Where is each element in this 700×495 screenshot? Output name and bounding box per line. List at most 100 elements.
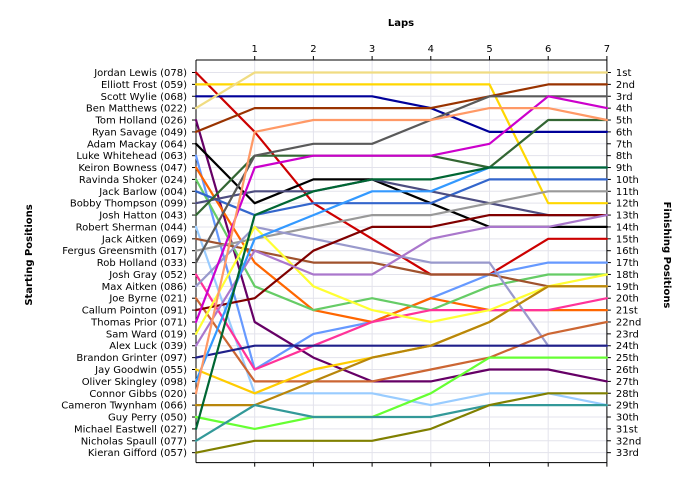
starting-label: Jack Barlow (004)	[98, 187, 187, 198]
finishing-label: 16th	[616, 246, 639, 257]
starting-label: Joe Byrne (021)	[108, 294, 187, 305]
finishing-label: 27th	[616, 377, 639, 388]
starting-label: Brandon Grinter (097)	[76, 353, 187, 364]
finishing-label: 13th	[616, 211, 639, 222]
finishing-label: 30th	[616, 413, 639, 424]
starting-label: Ben Matthews (022)	[86, 104, 187, 115]
starting-label: Robert Sherman (044)	[76, 222, 187, 233]
x-tick-label: 4	[428, 44, 434, 55]
starting-label: Connor Gibbs (020)	[89, 389, 187, 400]
finishing-label: 20th	[616, 294, 639, 305]
finishing-label: 21st	[616, 306, 638, 317]
finishing-label: 19th	[616, 282, 639, 293]
starting-label: Scott Wylie (068)	[101, 92, 187, 103]
starting-position-labels: Jordan Lewis (078)Elliott Frost (059)Sco…	[61, 68, 187, 459]
starting-label: Tom Holland (026)	[94, 116, 187, 127]
finishing-label: 32nd	[616, 436, 641, 447]
series-line-5	[194, 118, 609, 383]
finishing-label: 28th	[616, 389, 639, 400]
finishing-label: 25th	[616, 353, 639, 364]
finishing-label: 14th	[616, 222, 639, 233]
starting-label: Max Aitken (086)	[102, 282, 187, 293]
starting-label: Guy Perry (050)	[108, 413, 187, 424]
finishing-label: 29th	[616, 401, 639, 412]
x-tick-label: 7	[604, 44, 610, 55]
finishing-label: 33rd	[616, 448, 639, 459]
starting-label: Elliott Frost (059)	[101, 80, 187, 91]
starting-label: Oliver Skingley (098)	[82, 377, 187, 388]
x-tick-labels: 1 2 3 4 5 6 7	[252, 44, 611, 55]
series-line-33	[194, 392, 609, 454]
finishing-label: 15th	[616, 234, 639, 245]
starting-label: Fergus Greensmith (017)	[62, 246, 187, 257]
x-tick-label: 1	[252, 44, 258, 55]
series-line-29	[194, 285, 609, 407]
series-line-32	[194, 404, 609, 442]
finishing-label: 8th	[616, 151, 633, 162]
starting-label: Kieran Gifford (057)	[88, 448, 187, 459]
finishing-label: 10th	[616, 175, 639, 186]
starting-label: Jack Aitken (069)	[101, 234, 187, 245]
series-line-22	[194, 95, 609, 324]
starting-label: Adam Mackay (064)	[87, 139, 187, 150]
finishing-label: 1st	[616, 68, 632, 79]
starting-label: Bobby Thompson (099)	[70, 199, 187, 210]
starting-label: Josh Gray (052)	[108, 270, 187, 281]
finishing-label: 7th	[616, 139, 633, 150]
starting-label: Keiron Bowness (047)	[78, 163, 187, 174]
starting-label: Thomas Prior (071)	[90, 317, 187, 328]
finishing-label: 26th	[616, 365, 639, 376]
starting-label: Jordan Lewis (078)	[93, 68, 187, 79]
series-line-23	[194, 225, 609, 335]
starting-label: Cameron Twynham (066)	[61, 401, 187, 412]
x-tick-label: 6	[545, 44, 551, 55]
finishing-label: 11th	[616, 187, 639, 198]
finishing-label: 2nd	[616, 80, 635, 91]
starting-label: Ryan Savage (049)	[92, 127, 187, 138]
finishing-label: 24th	[616, 341, 639, 352]
series-line-12	[194, 178, 609, 217]
x-tick-label: 5	[486, 44, 492, 55]
starting-label: Sam Ward (019)	[106, 329, 187, 340]
series-line-31	[194, 166, 609, 430]
series-line-28	[194, 106, 609, 395]
series-line-17	[194, 95, 609, 264]
finishing-label: 9th	[616, 163, 633, 174]
series-line-4	[194, 71, 609, 110]
x-tick-label: 3	[369, 44, 375, 55]
series-line-14	[194, 225, 609, 407]
series-group	[194, 71, 609, 454]
series-line-3	[194, 95, 609, 133]
series-line-2	[194, 83, 609, 205]
finishing-label: 22nd	[616, 317, 641, 328]
x-tick-label: 2	[310, 44, 316, 55]
series-line-25	[194, 344, 609, 359]
series-line-24	[194, 214, 609, 347]
starting-label: Callum Pointon (091)	[82, 306, 187, 317]
left-axis-title: Starting Positions	[24, 204, 35, 305]
finishing-label: 4th	[616, 104, 633, 115]
series-line-11	[194, 178, 609, 217]
series-line-30	[194, 356, 609, 430]
starting-label: Michael Eastwell (027)	[74, 424, 187, 435]
series-line-15	[194, 237, 609, 288]
starting-label: Josh Hatton (043)	[98, 211, 187, 222]
starting-label: Alex Luck (039)	[109, 341, 187, 352]
series-line-21	[194, 214, 609, 312]
finishing-label: 12th	[616, 199, 639, 210]
finishing-label: 31st	[616, 424, 638, 435]
starting-label: Nicholas Spaull (077)	[81, 436, 187, 447]
starting-label: Luke Whitehead (063)	[76, 151, 187, 162]
right-axis-title: Finishing Positions	[661, 202, 672, 309]
chart-title: Laps	[388, 18, 414, 29]
finishing-position-labels: 1st2nd3rd4th5th6th7th8th9th10th11th12th1…	[616, 68, 641, 459]
axes	[192, 56, 611, 467]
starting-label: Jay Goodwin (055)	[94, 365, 187, 376]
series-line-6	[194, 83, 609, 133]
series-line-20	[194, 297, 609, 383]
finishing-label: 5th	[616, 116, 633, 127]
starting-label: Ravinda Shoker (024)	[79, 175, 187, 186]
finishing-label: 23rd	[616, 329, 639, 340]
starting-label: Rob Holland (033)	[97, 258, 187, 269]
